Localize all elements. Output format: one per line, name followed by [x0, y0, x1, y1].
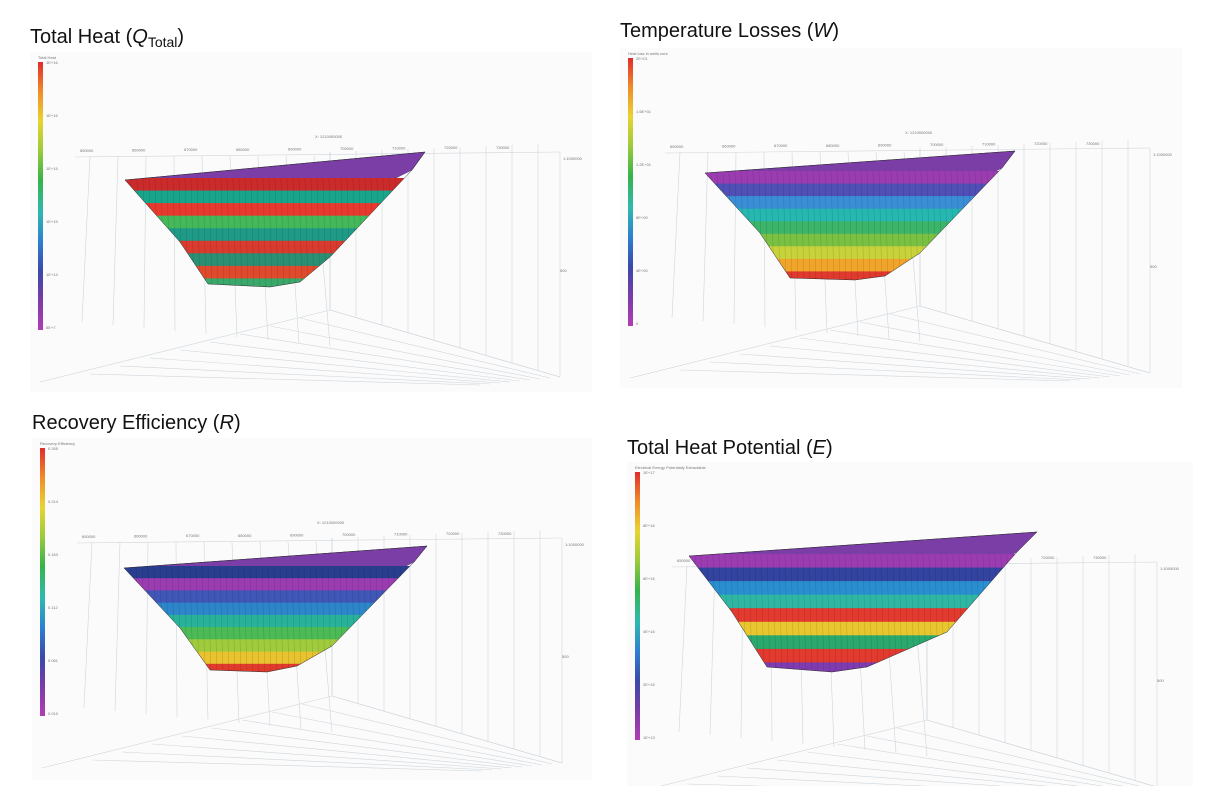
depth-label: 500: [1157, 678, 1164, 683]
corner-label: 1:1000000: [1153, 152, 1173, 157]
legend-tick-label: 1E+16: [46, 60, 58, 65]
legend-tick-label: 0.010: [48, 711, 59, 716]
panel-title: Temperature Losses (W): [620, 20, 839, 42]
corner-label: 1:1000000: [563, 156, 583, 161]
legend-tick-label: 0.214: [48, 499, 59, 504]
legend-tick-label: 1.2E+01: [636, 162, 652, 167]
axis-tick-label: 650000: [677, 558, 691, 563]
axis-tick-label: 720000: [1034, 141, 1048, 146]
render-canvas[interactable]: Electrical Energy Potentially Extractabl…: [627, 462, 1193, 786]
axis-tick-label: 660000: [132, 148, 146, 153]
legend-tick-label: 4E+16: [643, 629, 655, 634]
axis-tick-label: 650000: [670, 144, 684, 149]
model-view: Total Heat1E+161E+161E+151E+151E+145E+76…: [38, 55, 583, 386]
legend-tick-label: 1E+15: [46, 219, 58, 224]
panel-title: Total Heat Potential (E): [627, 437, 833, 459]
legend-tick-label: 1E+14: [46, 272, 58, 277]
legend-tick-label: 1E+16: [46, 113, 58, 118]
axis-tick-label: 730000: [498, 531, 512, 536]
axis-tick-label: 700000: [930, 142, 944, 147]
model-view: Electrical Energy Potentially Extractabl…: [635, 465, 1180, 786]
axis-tick-label: 680000: [236, 147, 250, 152]
panel-title: Recovery Efficiency (R): [32, 412, 241, 434]
render-canvas[interactable]: Recovery Efficiency 0.265 0.214 0.163 0.112 0…: [32, 438, 592, 780]
axis-tick-label: 720000: [444, 145, 458, 150]
render-canvas[interactable]: Total Heat 1E+16 1E+16 1E+15 1E+15 1E+14 5E+7 6…: [30, 52, 592, 392]
legend-tick-label: 4E+00: [636, 268, 648, 273]
axis-tick-label: 690000: [288, 146, 302, 151]
legend-color-bar: [40, 448, 45, 716]
legend-tick-label: 2E+16: [643, 682, 655, 687]
axis-name: X: 1210000000: [905, 130, 933, 135]
axis-tick-label: 670000: [774, 143, 788, 148]
legend-tick-label: 8E+16: [643, 523, 655, 528]
layer-stack: [689, 553, 1037, 672]
legend-title: Recovery Efficiency: [40, 441, 75, 446]
legend-color-bar: [38, 62, 43, 330]
depth-label: 500: [560, 268, 567, 273]
panel-title: Total Heat (QTotal): [30, 26, 185, 50]
axis-tick-label: 710000: [394, 532, 408, 537]
legend-color-bar: [635, 472, 640, 740]
legend-color-bar: [628, 58, 633, 326]
depth-label: 500: [1150, 264, 1157, 269]
axis-tick-label: 710000: [982, 142, 996, 147]
legend-tick-label: 0.061: [48, 658, 59, 663]
axis-tick-label: 650000: [80, 148, 94, 153]
legend-tick-label: 6E+16: [643, 576, 655, 581]
axis-tick-label: 660000: [134, 534, 148, 539]
axis-tick-label: 670000: [186, 533, 200, 538]
body-outline: [704, 150, 1016, 281]
legend-tick-label: 8E+00: [636, 215, 648, 220]
axis-tick-label: 680000: [826, 143, 840, 148]
axis-tick-label: 700000: [342, 532, 356, 537]
body-outline: [124, 151, 426, 288]
axis-tick-label: 650000: [82, 534, 96, 539]
body-outline: [123, 545, 428, 673]
legend-tick-label: 2E+01: [636, 56, 648, 61]
corner-label: 1:1000000: [565, 542, 585, 547]
body-outline: [688, 531, 1038, 673]
axis-tick-label: 730000: [496, 145, 510, 150]
render-canvas[interactable]: Heat loss in wells core 2E+01 1.6E+01 1.2E+…: [620, 48, 1182, 388]
axis-name: X: 1210000000: [315, 134, 343, 139]
axis-tick-label: 660000: [722, 144, 736, 149]
legend-tick-label: 1.6E+01: [636, 109, 652, 114]
axis-tick-label: 730000: [1093, 555, 1107, 560]
legend-tick-label: 0: [636, 321, 639, 326]
axis-tick-label: 730000: [1086, 141, 1100, 146]
axis-tick-label: 700000: [340, 146, 354, 151]
axis-tick-label: 720000: [446, 531, 460, 536]
legend-tick-label: 0.163: [48, 552, 59, 557]
legend-title: Electrical Energy Potentially Extractabl…: [635, 465, 706, 470]
axis-tick-label: 690000: [878, 142, 892, 147]
axis-tick-label: 720000: [1041, 555, 1055, 560]
legend-title: Total Heat: [38, 55, 57, 60]
legend-tick-label: 5E+7: [46, 325, 56, 330]
depth-label: 500: [562, 654, 569, 659]
corner-label: 1:1000000: [1160, 566, 1180, 571]
axis-tick-label: 710000: [392, 146, 406, 151]
legend-tick-label: 0.265: [48, 446, 59, 451]
axis-tick-label: 670000: [184, 147, 198, 152]
axis-name: X: 1210000000: [317, 520, 345, 525]
legend-tick-label: 1E+17: [643, 470, 655, 475]
layer-stack: [124, 565, 427, 672]
legend-tick-label: 1E+13: [643, 735, 655, 740]
legend-title: Heat loss in wells core: [628, 51, 669, 56]
axis-tick-label: 690000: [290, 532, 304, 537]
axis-tick-label: 680000: [238, 533, 252, 538]
legend-tick-label: 0.112: [48, 605, 58, 610]
legend-tick-label: 1E+15: [46, 166, 58, 171]
